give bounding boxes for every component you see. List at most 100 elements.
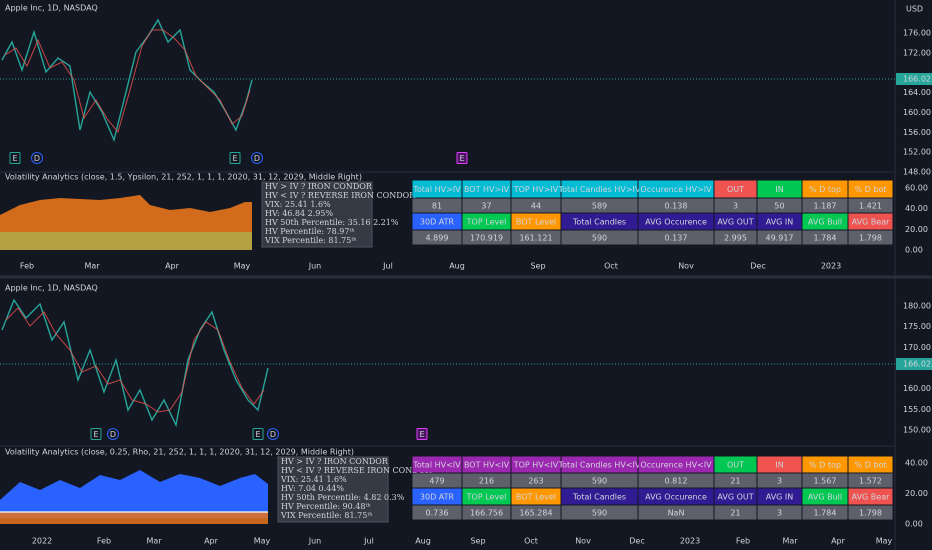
table-cell bbox=[561, 180, 638, 198]
table-cell-text: 1.572 bbox=[859, 477, 882, 486]
event-marker bbox=[107, 428, 119, 440]
table-cell bbox=[462, 230, 511, 245]
event-marker bbox=[252, 428, 264, 440]
info-line: HV 50th Percentile: 35.16 2.21% bbox=[265, 218, 399, 227]
price-axis-label: 160.00 bbox=[903, 108, 931, 117]
table-cell-text: Total Candles bbox=[572, 218, 626, 227]
table-cell-text: 589 bbox=[592, 202, 607, 211]
table-cell-text: AVG Occurence bbox=[645, 493, 707, 502]
event-marker bbox=[229, 152, 241, 164]
indicator-area bbox=[0, 232, 252, 250]
table-cell-text: AVG Occurence bbox=[645, 218, 707, 227]
info-line: HV: 46.84 2.95% bbox=[265, 209, 333, 218]
table-cell bbox=[462, 213, 511, 230]
table-cell-text: OUT bbox=[727, 185, 744, 194]
table-cell-text: Total HV<IV bbox=[412, 461, 461, 470]
table-cell bbox=[462, 505, 511, 520]
table-cell bbox=[638, 213, 714, 230]
table-cell-text: BOT Level bbox=[516, 493, 556, 502]
table-cell bbox=[511, 230, 561, 245]
table-cell-text: TOP Level bbox=[466, 493, 507, 502]
table-cell bbox=[757, 198, 802, 213]
time-axis-label: Feb bbox=[97, 537, 111, 546]
time-axis-label: Apr bbox=[831, 537, 846, 546]
table-cell bbox=[714, 180, 757, 198]
time-axis-label: Jul bbox=[382, 262, 393, 271]
price-trace bbox=[1, 298, 269, 428]
time-axis-label: Jun bbox=[308, 262, 322, 271]
event-label: E bbox=[459, 154, 464, 163]
table-cell bbox=[638, 505, 714, 520]
info-line: HV < IV ? REVERSE IRON CONDOR bbox=[265, 191, 416, 200]
table-cell bbox=[412, 180, 462, 198]
last-price-tag bbox=[896, 358, 932, 370]
price-trace bbox=[5, 307, 265, 413]
table-cell bbox=[802, 456, 848, 473]
table-cell-text: 30D ATR bbox=[420, 218, 455, 227]
table-cell bbox=[462, 488, 511, 505]
table-cell-text: 3 bbox=[777, 509, 782, 518]
table-cell-text: IN bbox=[775, 461, 783, 470]
table-cell-text: 3 bbox=[777, 477, 782, 486]
table-cell-text: 3 bbox=[733, 202, 738, 211]
table-cell-text: 21 bbox=[730, 477, 740, 486]
table-cell-text: AVG Bear bbox=[852, 493, 890, 502]
table-cell-text: 0.736 bbox=[426, 509, 449, 518]
event-label: D bbox=[110, 430, 116, 439]
table-cell bbox=[638, 473, 714, 488]
table-cell bbox=[848, 456, 893, 473]
indicator-area bbox=[0, 470, 268, 518]
table-cell bbox=[638, 230, 714, 245]
event-label: E bbox=[255, 430, 260, 439]
table-cell-text: TOP HV>IV bbox=[513, 185, 559, 194]
info-box bbox=[261, 181, 373, 248]
table-cell-text: IN bbox=[775, 185, 783, 194]
time-axis-label: 2023 bbox=[680, 537, 700, 546]
table-cell bbox=[848, 473, 893, 488]
info-box bbox=[277, 456, 389, 523]
table-cell-text: Total Candles bbox=[572, 493, 626, 502]
table-cell bbox=[561, 505, 638, 520]
event-marker bbox=[90, 428, 102, 440]
table-cell bbox=[638, 456, 714, 473]
table-cell bbox=[511, 473, 561, 488]
table-cell-text: TOP HV<IV bbox=[513, 461, 559, 470]
table-cell bbox=[511, 198, 561, 213]
price-axis-label: 152.00 bbox=[903, 148, 931, 157]
time-axis-label: Mar bbox=[782, 537, 798, 546]
time-axis-label: Feb bbox=[736, 537, 750, 546]
table-cell-text: Total Candles HV>IV bbox=[558, 185, 641, 194]
price-axis-label: 170.00 bbox=[903, 343, 931, 352]
table-cell-text: 50 bbox=[774, 202, 784, 211]
currency-label: USD bbox=[906, 5, 923, 14]
indicator-axis-label: 60.00 bbox=[905, 184, 928, 193]
info-line: HV Percentile: 90.48ᵗʰ bbox=[281, 502, 371, 511]
time-axis-label: May bbox=[234, 262, 251, 271]
event-label: E bbox=[232, 154, 237, 163]
table-cell-text: 1.187 bbox=[814, 202, 837, 211]
table-cell bbox=[462, 473, 511, 488]
price-axis-label: 150.00 bbox=[903, 426, 931, 435]
time-axis-label: Apr bbox=[165, 262, 180, 271]
price-axis-label: 156.00 bbox=[903, 128, 931, 137]
table-cell bbox=[757, 180, 802, 198]
time-axis-label: Sep bbox=[530, 262, 545, 271]
table-cell-text: 4.899 bbox=[426, 234, 449, 243]
table-cell-text: 81 bbox=[432, 202, 442, 211]
info-line: VIX: 25.41 1.6% bbox=[264, 200, 331, 209]
table-cell bbox=[714, 198, 757, 213]
time-axis-label: Oct bbox=[604, 262, 618, 271]
table-cell-text: AVG IN bbox=[766, 493, 794, 502]
indicator-axis-label: 40.00 bbox=[905, 459, 928, 468]
time-axis-label: Dec bbox=[750, 262, 765, 271]
table-cell-text: 590 bbox=[592, 234, 607, 243]
time-axis-label: Mar bbox=[84, 262, 100, 271]
indicator-title: Volatility Analytics (close, 1.5, Ypsilo… bbox=[5, 173, 362, 182]
indicator-area bbox=[0, 512, 268, 524]
info-line: HV > IV ? IRON CONDOR bbox=[265, 182, 373, 191]
indicator-title: Volatility Analytics (close, 0.25, Rho, … bbox=[5, 448, 354, 457]
info-line: HV Percentile: 78.97ᵗʰ bbox=[265, 227, 355, 236]
time-axis-label: May bbox=[254, 537, 271, 546]
table-cell bbox=[848, 213, 893, 230]
time-axis-label: Sep bbox=[470, 537, 485, 546]
